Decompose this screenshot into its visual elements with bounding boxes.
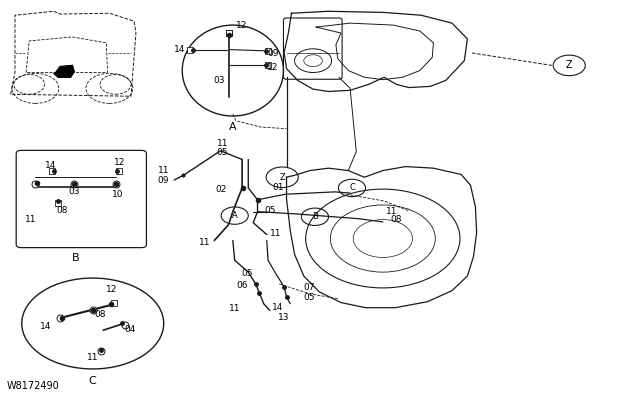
Text: 05: 05 <box>264 206 276 215</box>
Text: C: C <box>89 376 97 386</box>
Text: Z: Z <box>566 60 572 70</box>
Text: 06: 06 <box>237 281 248 291</box>
Text: 11: 11 <box>270 229 282 238</box>
Text: 13: 13 <box>278 313 290 322</box>
Text: 11: 11 <box>87 353 99 363</box>
Text: 08: 08 <box>56 205 68 215</box>
Text: 12: 12 <box>114 158 126 167</box>
Text: 08: 08 <box>391 215 402 224</box>
Text: 12: 12 <box>267 63 278 72</box>
Text: B: B <box>71 253 79 263</box>
Text: 10: 10 <box>112 190 123 199</box>
Text: 03: 03 <box>213 76 224 85</box>
Text: 03: 03 <box>68 187 80 196</box>
Text: 11: 11 <box>386 207 397 216</box>
Text: C: C <box>349 183 355 193</box>
Text: 07: 07 <box>303 283 314 293</box>
Text: A: A <box>229 122 237 132</box>
Text: 14: 14 <box>45 161 56 170</box>
Text: 05: 05 <box>216 148 228 157</box>
Text: 14: 14 <box>272 303 283 312</box>
Text: 11: 11 <box>157 166 169 175</box>
Text: 05: 05 <box>303 293 314 302</box>
Text: 14: 14 <box>174 45 185 54</box>
Text: A: A <box>232 211 237 220</box>
Text: 12: 12 <box>105 285 117 295</box>
Text: 02: 02 <box>215 185 227 193</box>
Text: Z: Z <box>280 173 285 182</box>
Text: 08: 08 <box>94 310 106 319</box>
Text: 04: 04 <box>124 325 135 334</box>
Text: 11: 11 <box>216 139 228 148</box>
Text: 11: 11 <box>229 304 241 312</box>
Text: 11: 11 <box>199 238 211 247</box>
Text: B: B <box>312 212 318 221</box>
Text: 05: 05 <box>242 269 253 278</box>
Text: 12: 12 <box>236 21 248 29</box>
Text: 01: 01 <box>272 183 284 193</box>
Text: 11: 11 <box>25 215 37 224</box>
Text: W8172490: W8172490 <box>6 380 59 391</box>
Polygon shape <box>54 65 74 77</box>
Text: 14: 14 <box>40 322 51 331</box>
Text: 09: 09 <box>267 49 279 58</box>
Text: 09: 09 <box>157 176 169 185</box>
